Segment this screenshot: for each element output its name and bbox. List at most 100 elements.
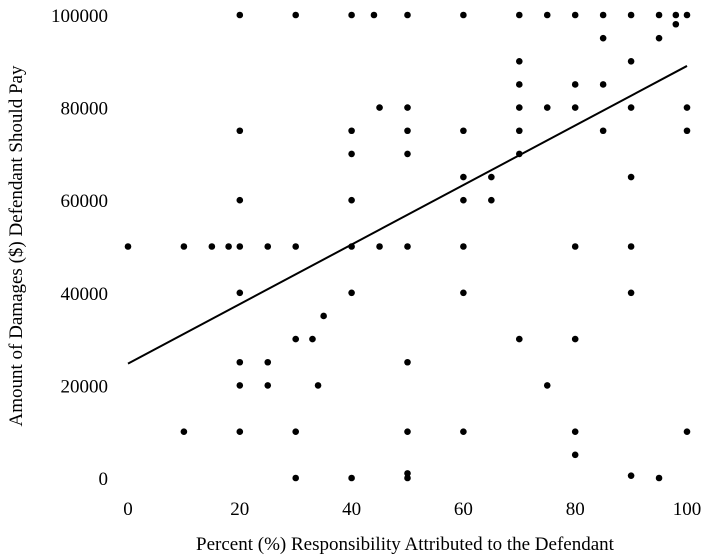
x-axis-ticks: 0 20 40 60 80 100 [123,499,701,520]
data-point [370,11,378,19]
trendline [127,65,688,365]
data-point [314,382,322,389]
data-point [404,104,411,111]
data-point [683,11,691,19]
data-point [404,358,411,366]
data-point [376,243,383,250]
data-point [571,243,579,250]
data-point [236,127,244,135]
data-point [460,196,467,204]
data-point [460,428,467,436]
data-point [348,289,355,297]
x-tick-label: 0 [123,499,133,520]
data-point [236,358,244,366]
data-point [180,428,188,436]
data-point [404,127,411,135]
data-point [208,243,216,250]
data-point [516,104,523,111]
data-point [627,104,635,111]
x-tick-label: 40 [342,499,361,520]
data-point [655,34,663,42]
x-tick-label: 100 [673,499,702,520]
data-point [543,11,551,19]
data-point [655,474,663,482]
data-point [236,428,244,436]
y-tick-label: 0 [99,469,109,490]
data-point [292,474,300,482]
data-point [236,243,244,250]
data-point [236,382,244,389]
data-point [672,11,680,19]
data-point [180,243,188,250]
data-point [376,104,383,111]
data-point [516,81,523,88]
data-point [627,289,635,297]
data-point [627,472,635,479]
x-tick-label: 20 [230,499,249,520]
data-point [571,11,579,19]
data-point [348,127,355,135]
data-point [264,358,272,366]
data-point [348,150,355,158]
data-point [488,173,495,181]
x-tick-label: 80 [566,499,585,520]
data-point [404,474,411,482]
data-point [404,243,411,250]
data-point [543,104,551,111]
data-point [404,470,411,477]
x-tick-label: 60 [454,499,473,520]
data-point [404,11,411,19]
data-point [655,11,663,19]
data-point [236,289,244,297]
x-axis-title: Percent (%) Responsibility Attributed to… [196,534,615,555]
data-point [571,335,579,343]
data-point [516,127,523,135]
data-point [320,312,327,320]
y-tick-label: 100000 [51,6,108,27]
data-point [236,11,244,19]
data-point [683,127,691,135]
data-point [460,127,467,135]
data-point [460,243,467,250]
data-point [264,382,272,389]
data-point [404,150,411,158]
data-point [599,81,607,88]
data-point [599,127,607,135]
data-point [348,11,355,19]
data-point [571,451,579,459]
y-axis-title: Amount of Damages ($) Defendant Should P… [6,65,27,426]
data-point [672,20,680,28]
data-point [627,58,635,65]
data-point [516,58,523,65]
data-point [348,474,355,482]
y-tick-label: 20000 [61,376,109,397]
data-point [571,428,579,436]
data-points [124,11,691,482]
data-point [571,104,579,111]
data-point [292,11,300,19]
data-point [404,428,411,436]
data-point [571,81,579,88]
y-tick-label: 60000 [61,191,109,212]
data-point [348,196,355,204]
data-point [292,428,300,436]
data-point [460,11,467,19]
y-tick-label: 80000 [61,99,109,120]
data-point [292,243,300,250]
data-point [292,335,300,343]
data-point [599,11,607,19]
data-point [627,243,635,250]
data-point [309,335,316,343]
y-tick-label: 40000 [61,284,109,305]
data-point [683,104,691,111]
data-point [599,34,607,42]
data-point [516,11,523,19]
data-point [460,289,467,297]
data-point [627,11,635,19]
data-point [516,335,523,343]
data-point [543,382,551,389]
data-point [627,173,635,181]
data-point [236,196,244,204]
data-point [488,196,495,204]
